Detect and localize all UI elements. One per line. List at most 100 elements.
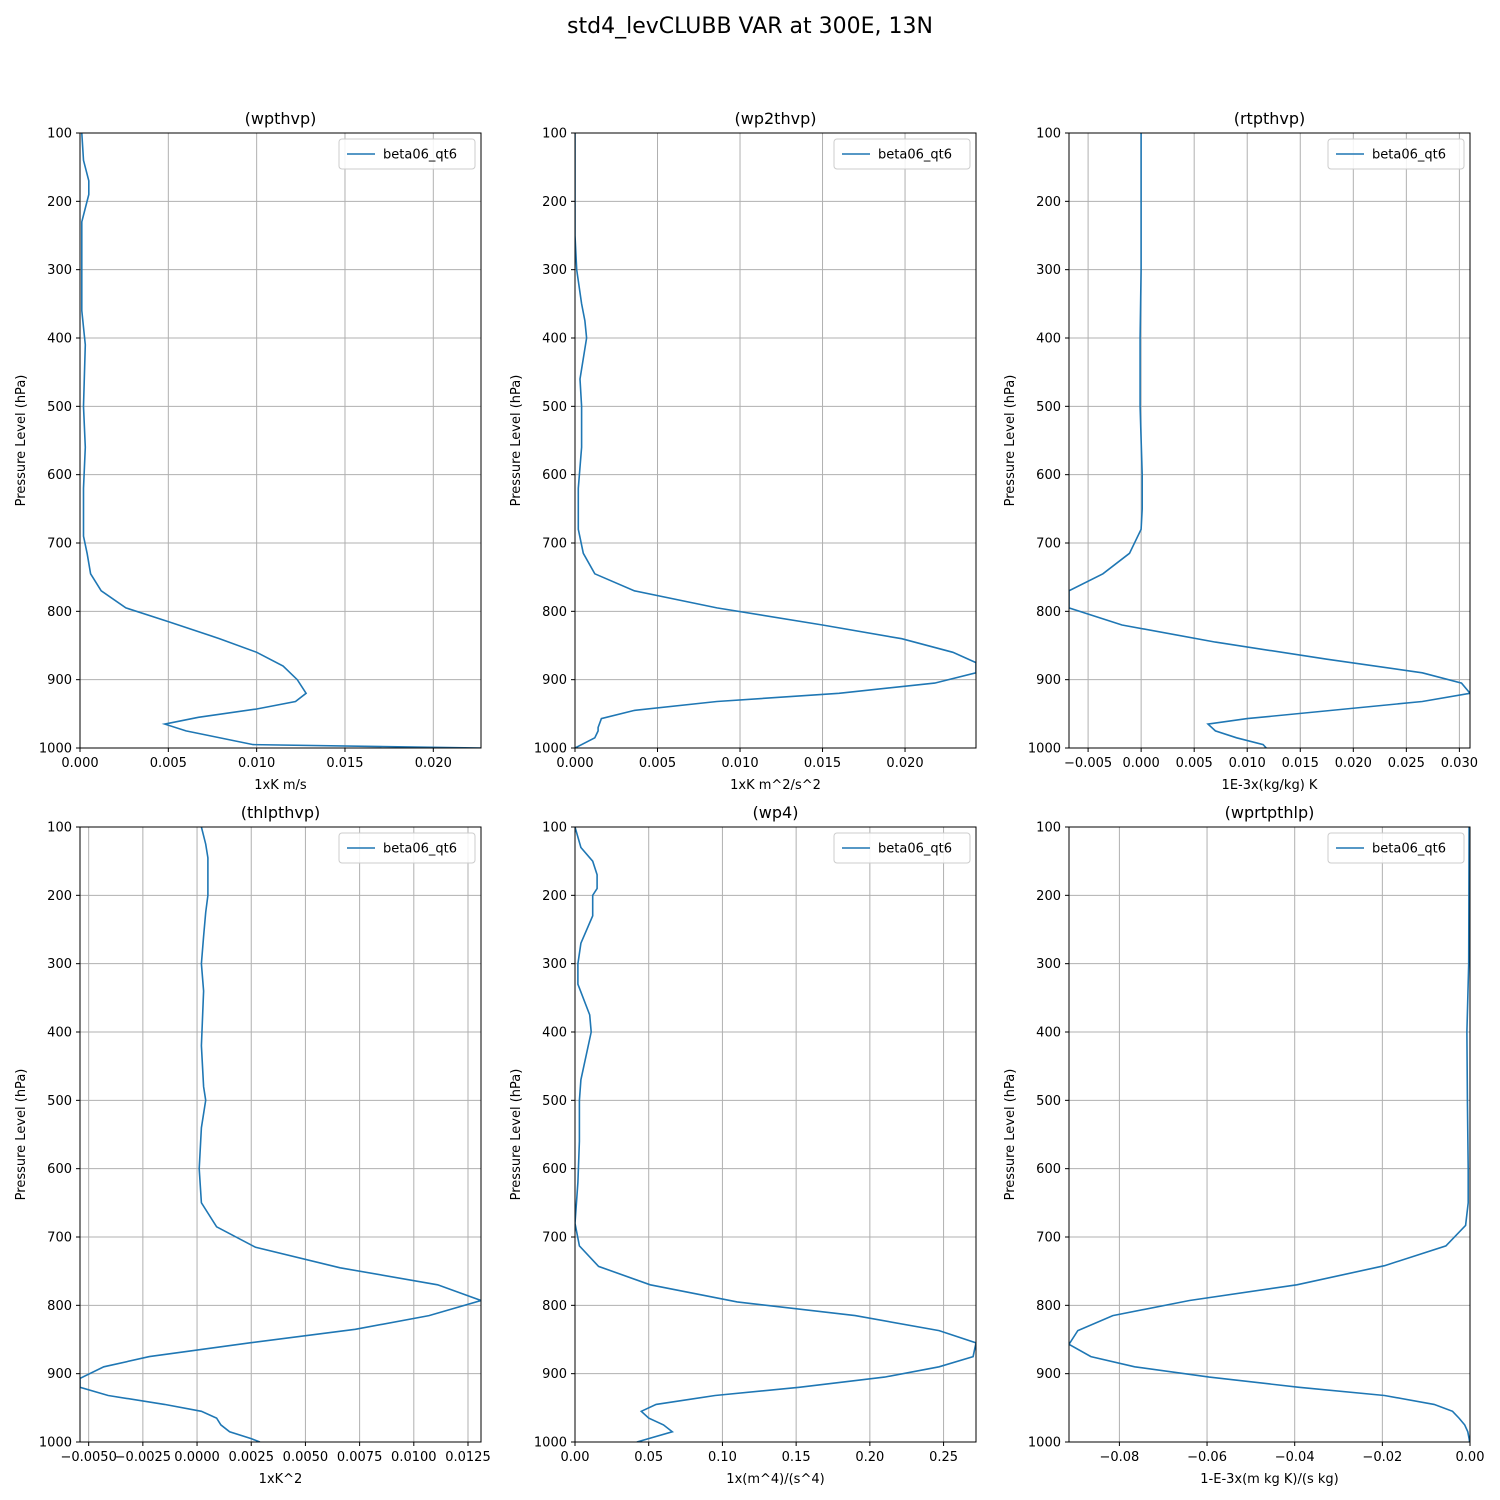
series-line-beta06_qt6 xyxy=(1069,133,1470,748)
subplot-2: 0.000 0.005 0.010 0.015 0.020 100 200 300 400 500… xyxy=(509,109,977,793)
y-tick-label: 600 xyxy=(47,1162,72,1177)
y-tick-label: 1000 xyxy=(39,742,72,757)
x-tick-label: 0.005 xyxy=(1176,756,1213,771)
y-tick-label: 600 xyxy=(542,1162,567,1177)
y-tick-label: 1000 xyxy=(534,742,567,757)
x-tick-label: 0.015 xyxy=(1282,756,1319,771)
y-tick-label: 900 xyxy=(47,1367,72,1382)
x-tick-label: −0.08 xyxy=(1099,1450,1139,1465)
x-tick-label: 0.015 xyxy=(326,756,363,771)
x-tick-label: 0.020 xyxy=(886,756,923,771)
y-tick-label: 500 xyxy=(542,1094,567,1109)
y-tick-label: 500 xyxy=(1036,1094,1061,1109)
legend: beta06_qt6 xyxy=(1327,138,1465,170)
legend-box xyxy=(833,832,971,864)
x-tick-label: −0.04 xyxy=(1275,1450,1315,1465)
y-tick-label: 500 xyxy=(47,1094,72,1109)
subplot-5: 0.00 0.05 0.10 0.15 0.20 0.25 100 200 300 400 500 6… xyxy=(509,803,977,1487)
x-tick-label: 0.010 xyxy=(1229,756,1266,771)
legend: beta06_qt6 xyxy=(338,138,476,170)
legend: beta06_qt6 xyxy=(833,832,971,864)
x-axis-label: 1-E-3x(m kg K)/(s kg) xyxy=(1200,1472,1338,1487)
legend-box xyxy=(833,138,971,170)
legend-label: beta06_qt6 xyxy=(383,842,457,857)
y-tick-label: 900 xyxy=(1036,673,1061,688)
y-tick-label: 300 xyxy=(1036,957,1061,972)
legend-box xyxy=(1327,832,1465,864)
axes-frame xyxy=(574,132,977,749)
legend: beta06_qt6 xyxy=(833,138,971,170)
x-tick-label: 0.00 xyxy=(561,1450,590,1465)
y-tick-label: 400 xyxy=(542,332,567,347)
subplot-6: −0.08 −0.06 −0.04 −0.02 0.00 100 200 300 400 500 6… xyxy=(1003,803,1484,1487)
y-axis-label: Pressure Level (hPa) xyxy=(14,1069,29,1201)
x-tick-label: 0.000 xyxy=(556,756,593,771)
subplot-4: −0.0050−0.0025 0.0000 0.0025 0.0050 0.0075 0.… xyxy=(14,803,491,1487)
y-tick-label: 200 xyxy=(47,195,72,210)
x-tick-label: 0.005 xyxy=(639,756,676,771)
y-tick-label: 100 xyxy=(47,821,72,836)
legend-box xyxy=(1327,138,1465,170)
y-tick-label: 600 xyxy=(47,468,72,483)
x-tick-label: 0.0000 xyxy=(174,1450,220,1465)
series-line-beta06_qt6 xyxy=(81,133,481,748)
legend-label: beta06_qt6 xyxy=(878,842,952,857)
y-tick-label: 900 xyxy=(47,673,72,688)
y-tick-label: 200 xyxy=(47,889,72,904)
x-tick-label: 0.0100 xyxy=(391,1450,437,1465)
y-tick-label: 700 xyxy=(542,1231,567,1246)
x-tick-label: 0.000 xyxy=(1123,756,1160,771)
x-tick-label: 0.0025 xyxy=(228,1450,274,1465)
x-tick-label: 0.010 xyxy=(238,756,275,771)
axes-frame xyxy=(79,132,482,749)
legend-label: beta06_qt6 xyxy=(1372,148,1446,163)
y-tick-label: 700 xyxy=(47,1231,72,1246)
x-axis-label: 1E-3x(kg/kg) K xyxy=(1222,778,1318,793)
axes-frame xyxy=(574,826,977,1443)
y-tick-label: 800 xyxy=(542,605,567,620)
y-tick-label: 700 xyxy=(47,537,72,552)
y-tick-label: 1000 xyxy=(534,1436,567,1451)
axes-frame xyxy=(1068,826,1471,1443)
subplot-1: 0.000 0.005 0.010 0.015 0.020 100 200 300 400 500… xyxy=(14,109,482,793)
y-tick-label: 300 xyxy=(1036,263,1061,278)
y-tick-label: 500 xyxy=(542,400,567,415)
x-tick-label: −0.0050 xyxy=(60,1450,116,1465)
y-tick-label: 300 xyxy=(47,263,72,278)
y-tick-label: 800 xyxy=(47,1299,72,1314)
y-tick-label: 700 xyxy=(542,537,567,552)
y-tick-label: 900 xyxy=(542,673,567,688)
y-tick-label: 200 xyxy=(1036,889,1061,904)
y-tick-label: 100 xyxy=(542,821,567,836)
legend-label: beta06_qt6 xyxy=(1372,842,1446,857)
x-axis-label: 1xK m^2/s^2 xyxy=(730,778,821,793)
x-tick-label: 0.030 xyxy=(1441,756,1478,771)
x-tick-label: 0.025 xyxy=(1388,756,1425,771)
y-tick-label: 100 xyxy=(1036,821,1061,836)
y-tick-label: 600 xyxy=(542,468,567,483)
y-tick-label: 800 xyxy=(1036,1299,1061,1314)
figure-title: std4_levCLUBB VAR at 300E, 13N xyxy=(567,14,933,39)
x-tick-label: −0.02 xyxy=(1362,1450,1402,1465)
y-tick-label: 400 xyxy=(47,1026,72,1041)
y-tick-label: 800 xyxy=(47,605,72,620)
y-axis-label: Pressure Level (hPa) xyxy=(14,375,29,507)
y-tick-label: 400 xyxy=(542,1026,567,1041)
x-tick-label: 0.0075 xyxy=(337,1450,383,1465)
x-tick-label: 0.05 xyxy=(634,1450,663,1465)
x-tick-label: 0.020 xyxy=(1335,756,1372,771)
x-tick-label: 0.25 xyxy=(929,1450,958,1465)
y-tick-label: 200 xyxy=(542,889,567,904)
subplot-title: (rtpthvp) xyxy=(1234,109,1306,128)
y-tick-label: 300 xyxy=(47,957,72,972)
y-tick-label: 100 xyxy=(542,127,567,142)
legend-label: beta06_qt6 xyxy=(383,148,457,163)
x-tick-label: 0.0125 xyxy=(445,1450,491,1465)
x-tick-label: 0.005 xyxy=(150,756,187,771)
x-tick-label: 0.000 xyxy=(61,756,98,771)
x-axis-label: 1x(m^4)/(s^4) xyxy=(726,1472,824,1487)
y-tick-label: 300 xyxy=(542,263,567,278)
y-tick-label: 400 xyxy=(1036,1026,1061,1041)
